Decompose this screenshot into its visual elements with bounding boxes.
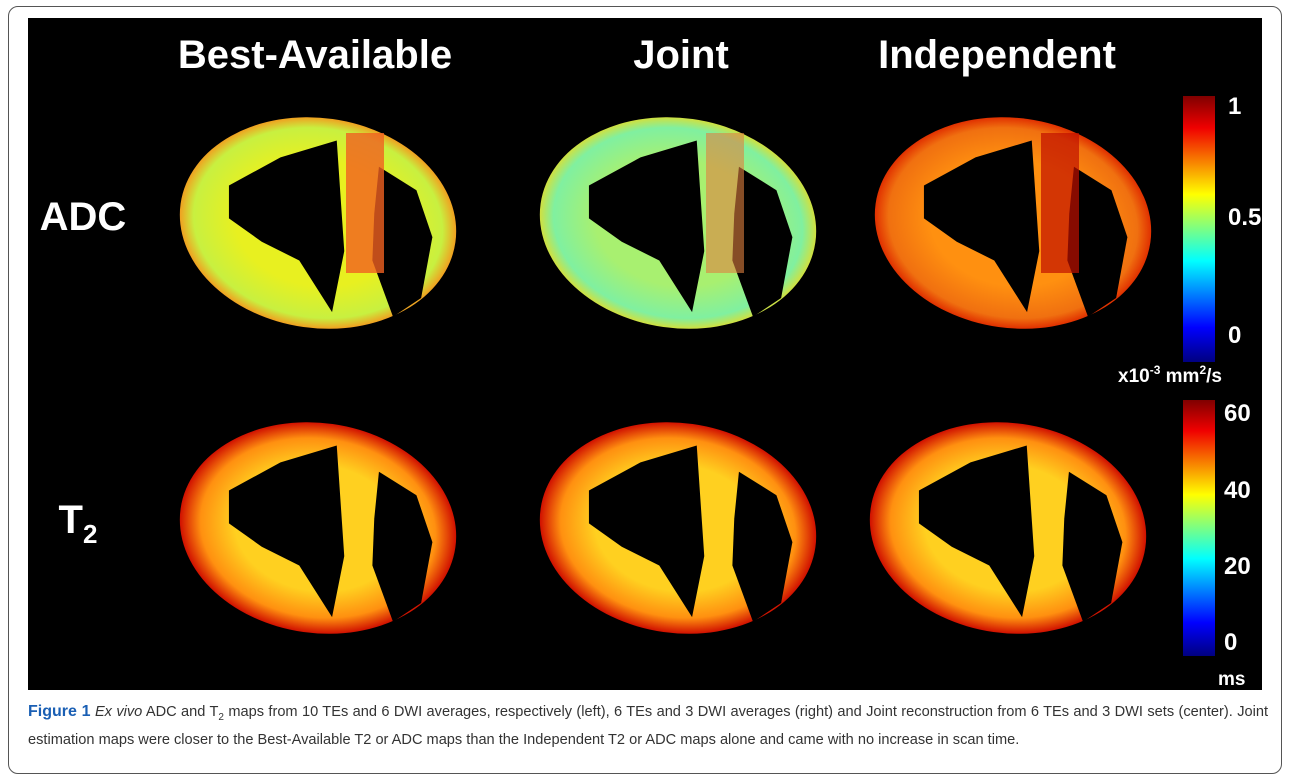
colorbar-tick: 60 (1224, 400, 1251, 427)
colorbar-tick: 1 (1228, 93, 1241, 120)
colorbar-unit: x10-3 mm2/s (1118, 363, 1222, 387)
column-title: Joint (633, 33, 729, 77)
colorbar-tick: 20 (1224, 553, 1251, 580)
column-title: Best-Available (178, 33, 452, 77)
colorbar (1183, 400, 1215, 656)
colorbar-tick: 0 (1224, 629, 1237, 656)
page: {"figure":{ "column_titles":["Best-Avail… (0, 0, 1290, 784)
column-title: Independent (878, 33, 1116, 77)
caption-text: ADC and T (142, 704, 218, 720)
colorbar-tick: 40 (1224, 477, 1251, 504)
colorbar-tick: 0 (1228, 322, 1241, 349)
caption-label: Figure 1 (28, 703, 91, 720)
colorbar-unit: ms (1218, 669, 1245, 690)
figure-image: Best-Available Joint Independent ADC T2 … (28, 18, 1262, 690)
caption-italic: Ex vivo (95, 704, 142, 720)
row-label: ADC (40, 195, 127, 239)
caption: Figure 1 Ex vivo ADC and T2 maps from 10… (28, 700, 1268, 752)
colorbar (1183, 96, 1215, 362)
colorbar-tick: 0.5 (1228, 204, 1261, 231)
